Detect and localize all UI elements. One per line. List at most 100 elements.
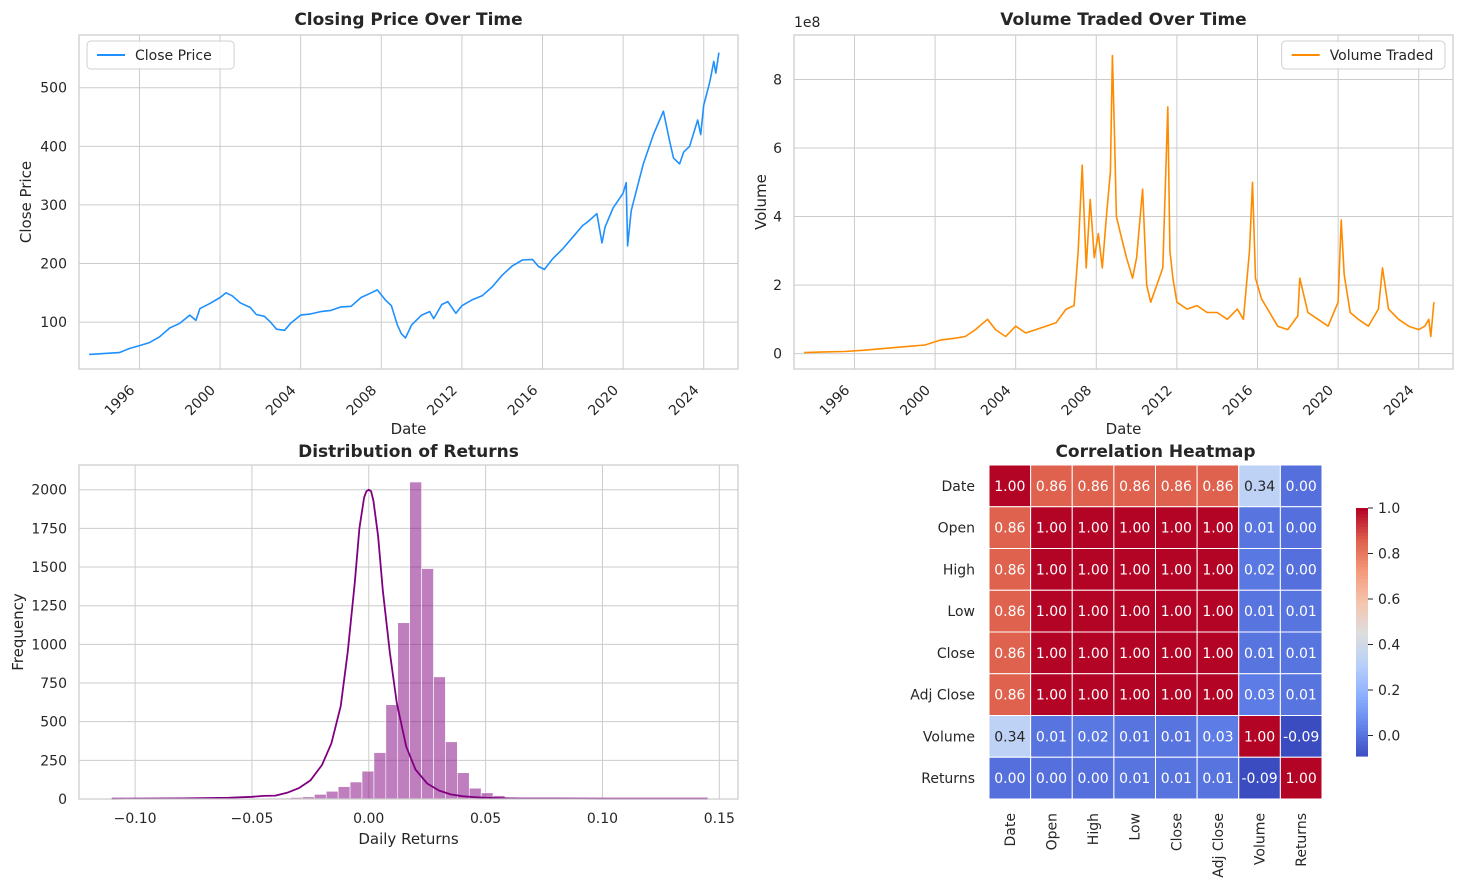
heatmap-cell [1279,756,1323,800]
heatmap-cell [1113,464,1156,508]
x-tick-label: 2024 [666,382,703,419]
heatmap-cell-label: 1.00 [1202,688,1233,704]
y-tick-label: 500 [40,715,67,731]
heatmap-cell-label: 0.02 [1077,729,1108,745]
colorbar-segment [1356,641,1368,645]
y-tick-label: 1750 [31,521,67,537]
heatmap-cell [988,589,1032,633]
chart-title: Correlation Heatmap [1055,442,1255,462]
heatmap-cell-label: 0.86 [994,646,1025,662]
histogram-bar [409,481,422,800]
heatmap-cell-label: 1.00 [1077,646,1108,662]
colorbar-segment [1356,511,1368,515]
heatmap-cell-label: 1.00 [1077,688,1108,704]
colorbar-segment [1356,579,1368,583]
colorbar-tick-label: 0.6 [1378,592,1400,608]
heatmap-cell [988,715,1032,758]
colorbar-segment [1356,681,1368,686]
heatmap-cell-label: 1.00 [1036,688,1067,704]
heatmap-cell-label: 0.01 [1036,729,1067,745]
legend-box [86,40,235,70]
y-axis-offset-text: 1e8 [794,15,820,31]
column-label: High [1086,813,1102,845]
row-label: Volume [923,729,975,745]
heatmap-cell [1196,756,1240,800]
colorbar-segment [1356,653,1368,658]
colorbar-segment [1356,749,1368,754]
histogram-bar [325,790,339,800]
correlation-heatmap: 1.00 0.86 0.86 0.86 0.86 0.86 0.34 0.000.86 1.00… [910,442,1400,878]
heatmap-cell [1279,464,1323,508]
returns-histogram: −0.10 −0.05 0.00 0.05 0.10 0.15 0 250 500 750 1000… [9,442,739,848]
colorbar-segment [1356,526,1368,531]
y-tick-label: 500 [40,81,67,97]
colorbar-segment [1356,551,1368,556]
heatmap-cell [1279,506,1323,549]
colorbar-segment [1356,573,1368,577]
heatmap-cell [1030,464,1073,508]
heatmap-cell-label: 1.00 [1161,688,1192,704]
heatmap-cell-label: 0.03 [1202,729,1233,745]
heatmap-cell [1113,589,1156,633]
heatmap-cell-label: 1.00 [1161,604,1192,620]
y-tick-label: 2000 [31,483,67,499]
row-label: Close [937,646,975,662]
colorbar-segment [1356,613,1368,618]
heatmap-cell-label: 0.86 [1202,479,1233,495]
y-tick-label: 750 [40,676,67,692]
heatmap-cell-label: 0.86 [994,562,1025,578]
heatmap-cell-label: 0.86 [1077,479,1108,495]
colorbar-segment [1356,712,1368,717]
heatmap-cell-label: 0.00 [1286,521,1317,537]
heatmap-cell-label: 1.00 [1119,688,1150,704]
heatmap-cell-label: 1.00 [1119,646,1150,662]
x-tick-label: 2008 [344,383,381,420]
histogram-bar [373,752,387,800]
histogram-bar [397,622,410,800]
row-label: Adj Close [910,688,975,704]
x-tick-label: 2020 [1300,383,1337,420]
colorbar-segment [1356,554,1368,559]
colorbar-segment [1356,700,1368,704]
x-tick-label: −0.05 [230,811,273,827]
colorbar-segment [1356,647,1368,652]
heatmap-cell [1279,631,1323,675]
colorbar-segment [1356,721,1368,726]
colorbar-segment [1356,616,1368,621]
colorbar-segment [1356,520,1368,525]
row-label: Open [938,521,975,537]
axes-frame [78,34,739,370]
colorbar-segment [1356,694,1368,698]
colorbar-segment [1356,709,1368,714]
heatmap-cell-label: 0.86 [994,688,1025,704]
colorbar-segment [1356,508,1368,512]
heatmap-cell-label: -0.09 [1241,771,1277,787]
x-tick-label: 0.15 [704,811,735,827]
heatmap-cell-label: 0.86 [994,604,1025,620]
histogram-bar [361,770,375,800]
x-tick-label: 2020 [585,383,622,420]
x-tick-label: 0.05 [470,811,501,827]
x-axis-label: Date [391,420,427,438]
chart-title: Distribution of Returns [298,442,519,462]
heatmap-cell [1238,673,1281,716]
heatmap-cell-label: 0.00 [1077,771,1108,787]
histogram-bar [445,741,458,800]
column-label: Low [1128,813,1144,841]
y-axis-label: Close Price [17,161,35,243]
heatmap-cell-label: 1.00 [1077,521,1108,537]
heatmap-cell-label: 0.01 [1161,771,1192,787]
heatmap-cell [1113,715,1156,758]
colorbar-segment [1356,659,1368,664]
colorbar-segment [1356,728,1368,732]
y-tick-label: 250 [40,753,67,769]
heatmap-cell-label: 0.01 [1286,604,1317,620]
x-tick-label: 2024 [1381,382,1418,419]
colorbar-segment [1356,570,1368,574]
colorbar-segment [1356,628,1368,633]
chart-title: Closing Price Over Time [294,10,522,30]
heatmap-cell [1071,631,1115,675]
heatmap-cell-label: 0.01 [1161,729,1192,745]
column-label: Close [1169,813,1185,851]
